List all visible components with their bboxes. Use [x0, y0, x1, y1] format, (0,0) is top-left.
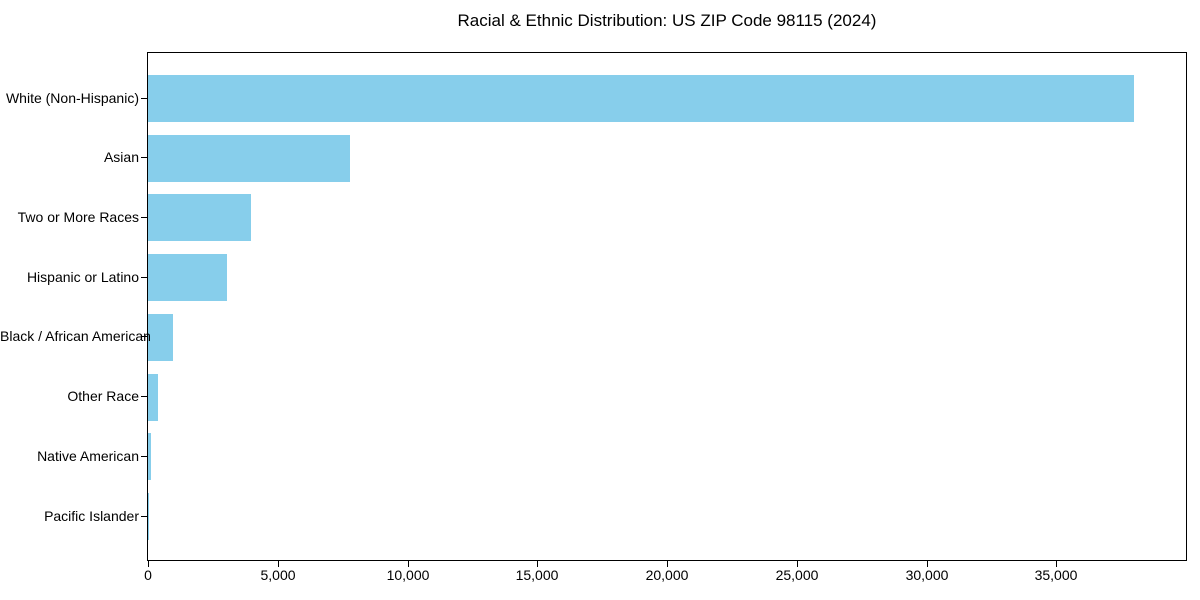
x-tick-mark — [408, 561, 409, 567]
x-tick-mark — [927, 561, 928, 567]
y-tick-label-asian: Asian — [103, 149, 139, 166]
x-tick-label-30-000: 30,000 — [905, 567, 949, 583]
x-tick-mark — [278, 561, 279, 567]
y-tick-mark — [141, 97, 147, 99]
bar-native-american[interactable] — [148, 433, 151, 481]
x-tick-label-20-000: 20,000 — [645, 567, 689, 583]
y-tick-mark — [141, 336, 147, 338]
x-tick-mark — [148, 561, 149, 567]
y-tick-mark — [141, 396, 147, 398]
x-tick-label-0: 0 — [144, 567, 152, 583]
x-tick-label-35-000: 35,000 — [1034, 567, 1078, 583]
x-tick-label-5-000: 5,000 — [260, 567, 296, 583]
y-tick-mark — [141, 276, 147, 278]
y-tick-mark — [141, 455, 147, 457]
x-tick-mark — [537, 561, 538, 567]
y-tick-mark — [141, 157, 147, 159]
bar-pacific-islander[interactable] — [148, 493, 149, 540]
bar-asian[interactable] — [148, 134, 350, 182]
plot-area — [147, 52, 1187, 561]
bar-two-or-more-races[interactable] — [148, 194, 251, 242]
bar-other-race[interactable] — [148, 373, 158, 421]
y-tick-label-pacific-islander: Pacific Islander — [44, 507, 139, 524]
bar-white-non-hispanic[interactable] — [148, 75, 1134, 122]
x-tick-label-15-000: 15,000 — [515, 567, 559, 583]
x-tick-mark — [667, 561, 668, 567]
y-tick-label-black-african-american: Black / African American — [0, 328, 151, 345]
chart-title: Racial & Ethnic Distribution: US ZIP Cod… — [457, 11, 877, 30]
bar-hispanic-or-latino[interactable] — [148, 254, 227, 302]
x-tick-mark — [1056, 561, 1057, 567]
y-tick-label-other-race: Other Race — [67, 388, 139, 405]
x-tick-label-10-000: 10,000 — [386, 567, 430, 583]
y-tick-label-hispanic-or-latino: Hispanic or Latino — [26, 268, 139, 285]
bar-black-african-american[interactable] — [148, 313, 173, 361]
y-tick-label-white-non-hispanic: White (Non-Hispanic) — [5, 89, 139, 106]
x-tick-mark — [797, 561, 798, 567]
y-tick-label-two-or-more-races: Two or More Races — [17, 208, 139, 225]
y-tick-mark — [141, 216, 147, 218]
y-tick-mark — [141, 515, 147, 517]
y-tick-label-native-american: Native American — [37, 447, 139, 464]
x-tick-label-25-000: 25,000 — [775, 567, 819, 583]
